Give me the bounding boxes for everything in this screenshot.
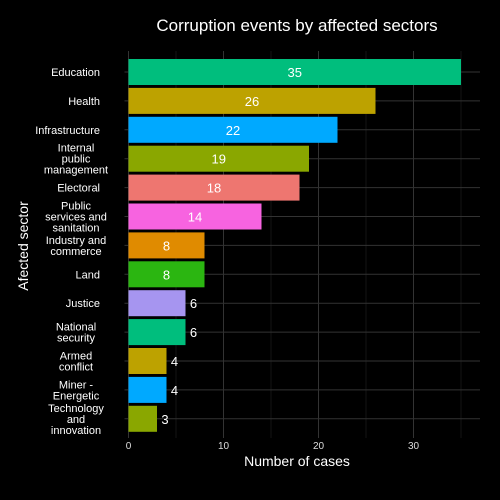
bar [128,174,300,201]
bar [128,203,262,230]
bar-value-label: 8 [163,267,170,282]
category-label: Public services and sanitation [45,201,107,235]
category-label: Electoral [57,183,100,195]
category-label: Justice [66,298,100,310]
bar-value-label: 6 [190,325,197,340]
x-axis-label: Number of cases [244,453,350,469]
x-tick-label: 20 [313,441,325,452]
bar [128,348,167,374]
category-label: Internal public management [44,143,108,177]
bar [128,87,376,114]
bar [128,261,205,288]
bar-value-label: 6 [190,296,197,311]
bar [128,376,167,403]
bar [128,290,186,317]
category-labels: Education Health Infrastructure Internal pub… [35,67,108,437]
bar [128,59,461,85]
category-label: Armed conflict [59,351,93,374]
category-label: Miner -Energetic [53,379,100,402]
y-axis-label: Afected sector [15,201,31,291]
bar [128,145,309,172]
bar-value-label: 18 [207,181,221,196]
bar-value-label: 4 [171,354,178,369]
x-ticks: 0 10 20 30 [126,441,420,452]
category-label: Industry and commerce [46,235,107,258]
bar-value-label: 8 [163,238,170,253]
category-label: Infrastructure [35,125,100,137]
bar [128,116,338,143]
category-label: Land [76,269,100,281]
bar [128,405,157,432]
category-label: Technology and innovation [48,403,104,437]
bar-value-label: 26 [245,94,259,109]
bar-value-label: 14 [188,210,202,225]
category-label: Education [51,67,100,79]
bar [128,232,205,259]
x-tick-label: 30 [408,441,420,452]
category-label: National security [56,322,96,345]
bar-value-label: 19 [212,152,226,167]
bar-value-label: 22 [226,123,240,138]
bar [128,319,186,346]
x-tick-label: 0 [126,441,132,452]
bar-value-label: 3 [161,412,168,427]
category-label: Health [68,96,100,108]
bar-value-label: 4 [171,383,178,398]
x-tick-label: 10 [218,441,230,452]
chart-title: Corruption events by affected sectors [156,16,437,35]
bar-value-label: 35 [288,65,302,80]
